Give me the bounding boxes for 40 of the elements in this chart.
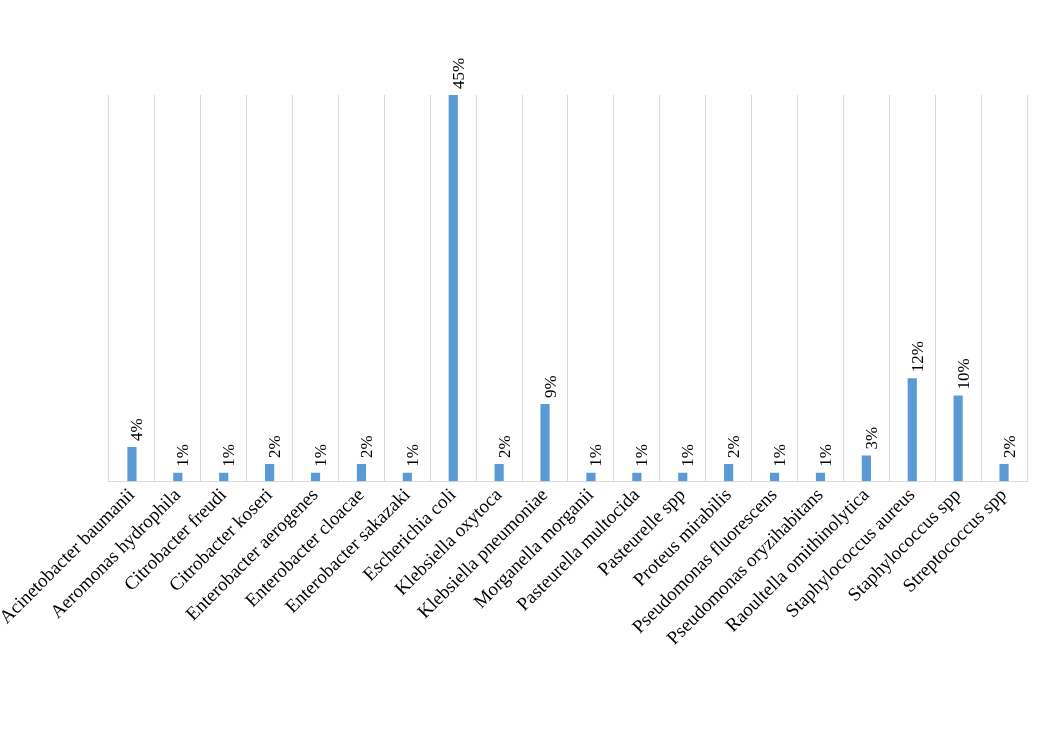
bar xyxy=(861,455,871,482)
data-label: 12% xyxy=(907,341,927,373)
data-label: 3% xyxy=(861,426,881,450)
data-label: 1% xyxy=(173,443,193,467)
data-label: 1% xyxy=(770,443,790,467)
data-label: 1% xyxy=(678,443,698,467)
bar xyxy=(815,472,826,482)
data-label: 2% xyxy=(999,435,1019,459)
bar xyxy=(310,472,321,482)
bar xyxy=(678,472,688,482)
data-label: 1% xyxy=(815,443,835,467)
bar xyxy=(769,472,780,482)
data-label: 4% xyxy=(127,418,147,441)
bar xyxy=(953,395,963,482)
bar xyxy=(632,472,642,482)
data-label: 2% xyxy=(265,435,285,459)
bar xyxy=(265,464,275,482)
data-label: 2% xyxy=(356,435,376,459)
data-label: 1% xyxy=(402,443,422,467)
data-label: 10% xyxy=(953,358,973,390)
data-label: 9% xyxy=(540,375,560,398)
data-label: 1% xyxy=(311,443,331,467)
bar xyxy=(448,95,458,482)
bar xyxy=(907,378,917,482)
data-label: 2% xyxy=(494,435,514,459)
data-label: 45% xyxy=(448,57,468,89)
bar xyxy=(402,472,412,482)
bar xyxy=(127,446,137,482)
data-label: 1% xyxy=(219,443,239,467)
bar xyxy=(173,472,183,482)
bar xyxy=(219,472,229,482)
bar xyxy=(586,472,596,482)
bar xyxy=(999,464,1009,482)
bar xyxy=(494,464,504,482)
data-label: 2% xyxy=(724,435,744,459)
bar xyxy=(724,464,734,482)
bar xyxy=(540,404,550,482)
bar xyxy=(356,464,367,482)
data-label: 1% xyxy=(586,443,606,467)
data-label: 1% xyxy=(632,443,652,467)
